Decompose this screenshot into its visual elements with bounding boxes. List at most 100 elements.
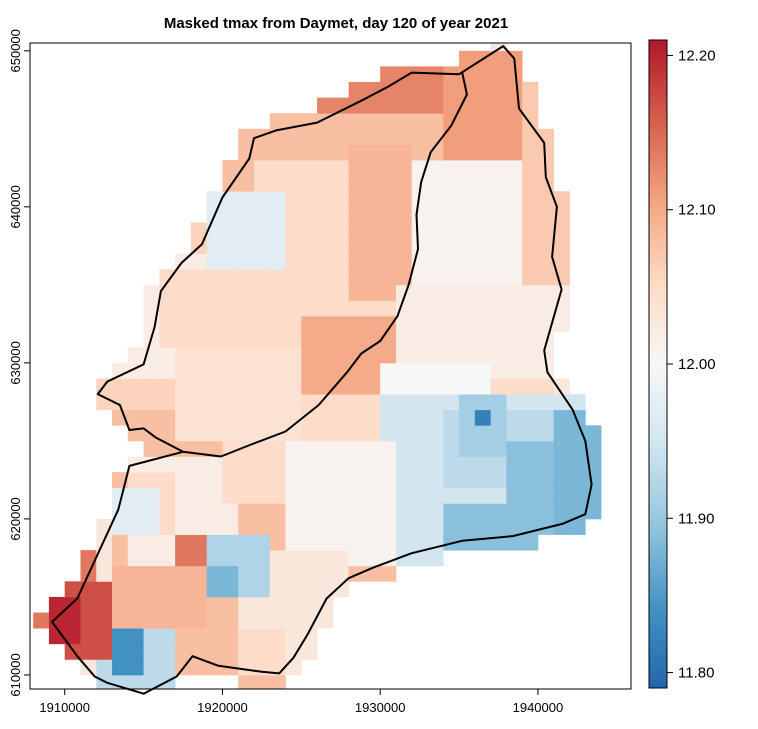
raster-cell: [537, 331, 555, 348]
raster-cell: [348, 378, 365, 395]
raster-cell: [348, 316, 365, 333]
raster-cell: [427, 316, 444, 333]
raster-cell: [269, 472, 286, 489]
raster-cell: [474, 206, 492, 223]
raster-cell: [443, 206, 460, 223]
raster-cell: [364, 222, 381, 239]
raster-cell: [190, 316, 208, 333]
raster-cell: [443, 284, 460, 301]
raster-cell: [332, 440, 350, 457]
raster-cell: [348, 269, 365, 286]
raster-cell: [474, 191, 492, 208]
raster-cell: [206, 534, 223, 551]
raster-cell: [459, 238, 476, 255]
raster-cell: [537, 238, 555, 255]
raster-cell: [96, 565, 113, 582]
raster-cell: [175, 456, 192, 473]
raster-cell: [537, 487, 555, 504]
raster-cell: [317, 300, 334, 317]
raster-cell: [522, 362, 539, 379]
y-tick-label: 610000: [8, 653, 23, 696]
colorbar-segment: [649, 44, 667, 50]
colorbar-segment: [649, 271, 667, 277]
raster-cell: [175, 409, 192, 426]
raster-cell: [537, 253, 555, 270]
raster-cell: [206, 518, 223, 535]
raster-cell: [411, 175, 428, 192]
colorbar-segment: [649, 197, 667, 203]
colorbar-tick-label: 12.00: [678, 356, 716, 373]
raster-cell: [159, 550, 176, 567]
raster-cell: [269, 503, 286, 520]
colorbar-segment: [649, 95, 667, 101]
raster-cell: [175, 269, 192, 286]
raster-cell: [522, 97, 539, 114]
colorbar-segment: [649, 405, 667, 411]
colorbar-segment: [649, 354, 667, 360]
colorbar-segment: [649, 563, 667, 569]
raster-cell: [269, 160, 286, 177]
raster-cell: [522, 144, 539, 161]
raster-cell: [285, 191, 302, 208]
raster-cell: [332, 300, 350, 317]
raster-cell: [301, 175, 318, 192]
raster-cell: [285, 269, 302, 286]
raster-cell: [238, 628, 255, 645]
raster-cell: [332, 160, 350, 177]
raster-cell: [317, 503, 334, 520]
raster-cell: [427, 409, 444, 426]
raster-cell: [301, 440, 318, 457]
raster-cell: [411, 425, 428, 442]
raster-cell: [269, 253, 286, 270]
raster-cell: [238, 534, 255, 551]
raster-cell: [380, 206, 397, 223]
raster-cell: [143, 612, 160, 629]
raster-cell: [348, 394, 365, 411]
raster-cell: [395, 534, 413, 551]
raster-cell: [427, 160, 444, 177]
raster-cell: [175, 628, 192, 645]
raster-cell: [159, 581, 176, 598]
raster-cell: [159, 269, 176, 286]
raster-cell: [490, 160, 507, 177]
raster-cell: [348, 347, 365, 364]
raster-cell: [395, 191, 413, 208]
raster-cell: [190, 347, 208, 364]
raster-cell: [222, 409, 239, 426]
raster-cell: [301, 472, 318, 489]
raster-cell: [301, 269, 318, 286]
raster-cell: [175, 347, 192, 364]
raster-cell: [474, 300, 492, 317]
raster-cell: [222, 253, 239, 270]
raster-cell: [269, 206, 286, 223]
raster-cell: [459, 300, 476, 317]
raster-cell: [537, 144, 555, 161]
raster-cell: [238, 160, 255, 177]
raster-cell: [506, 269, 523, 286]
raster-cell: [269, 534, 286, 551]
colorbar-segment: [649, 215, 667, 222]
raster-cell: [190, 518, 208, 535]
raster-cell: [253, 409, 271, 426]
raster-cell: [443, 440, 460, 457]
raster-cell: [301, 238, 318, 255]
raster-cell: [238, 394, 255, 411]
colorbar-segment: [649, 669, 667, 675]
raster-cell: [317, 425, 334, 442]
chart-title: Masked tmax from Daymet, day 120 of year…: [164, 15, 508, 32]
colorbar-tick-label: 11.80: [678, 665, 714, 682]
raster-cell: [206, 440, 223, 457]
colorbar-segment: [649, 396, 667, 402]
raster-cell: [285, 565, 302, 582]
raster-cell: [301, 128, 318, 145]
raster-cell: [222, 643, 239, 660]
raster-cell: [112, 550, 129, 567]
raster-cell: [80, 612, 97, 629]
raster-cell: [380, 113, 397, 130]
raster-cell: [159, 565, 176, 582]
raster-cell: [395, 394, 413, 411]
raster-cell: [143, 550, 160, 567]
raster-cell: [474, 487, 492, 504]
raster-cell: [474, 160, 492, 177]
raster-cell: [238, 347, 255, 364]
